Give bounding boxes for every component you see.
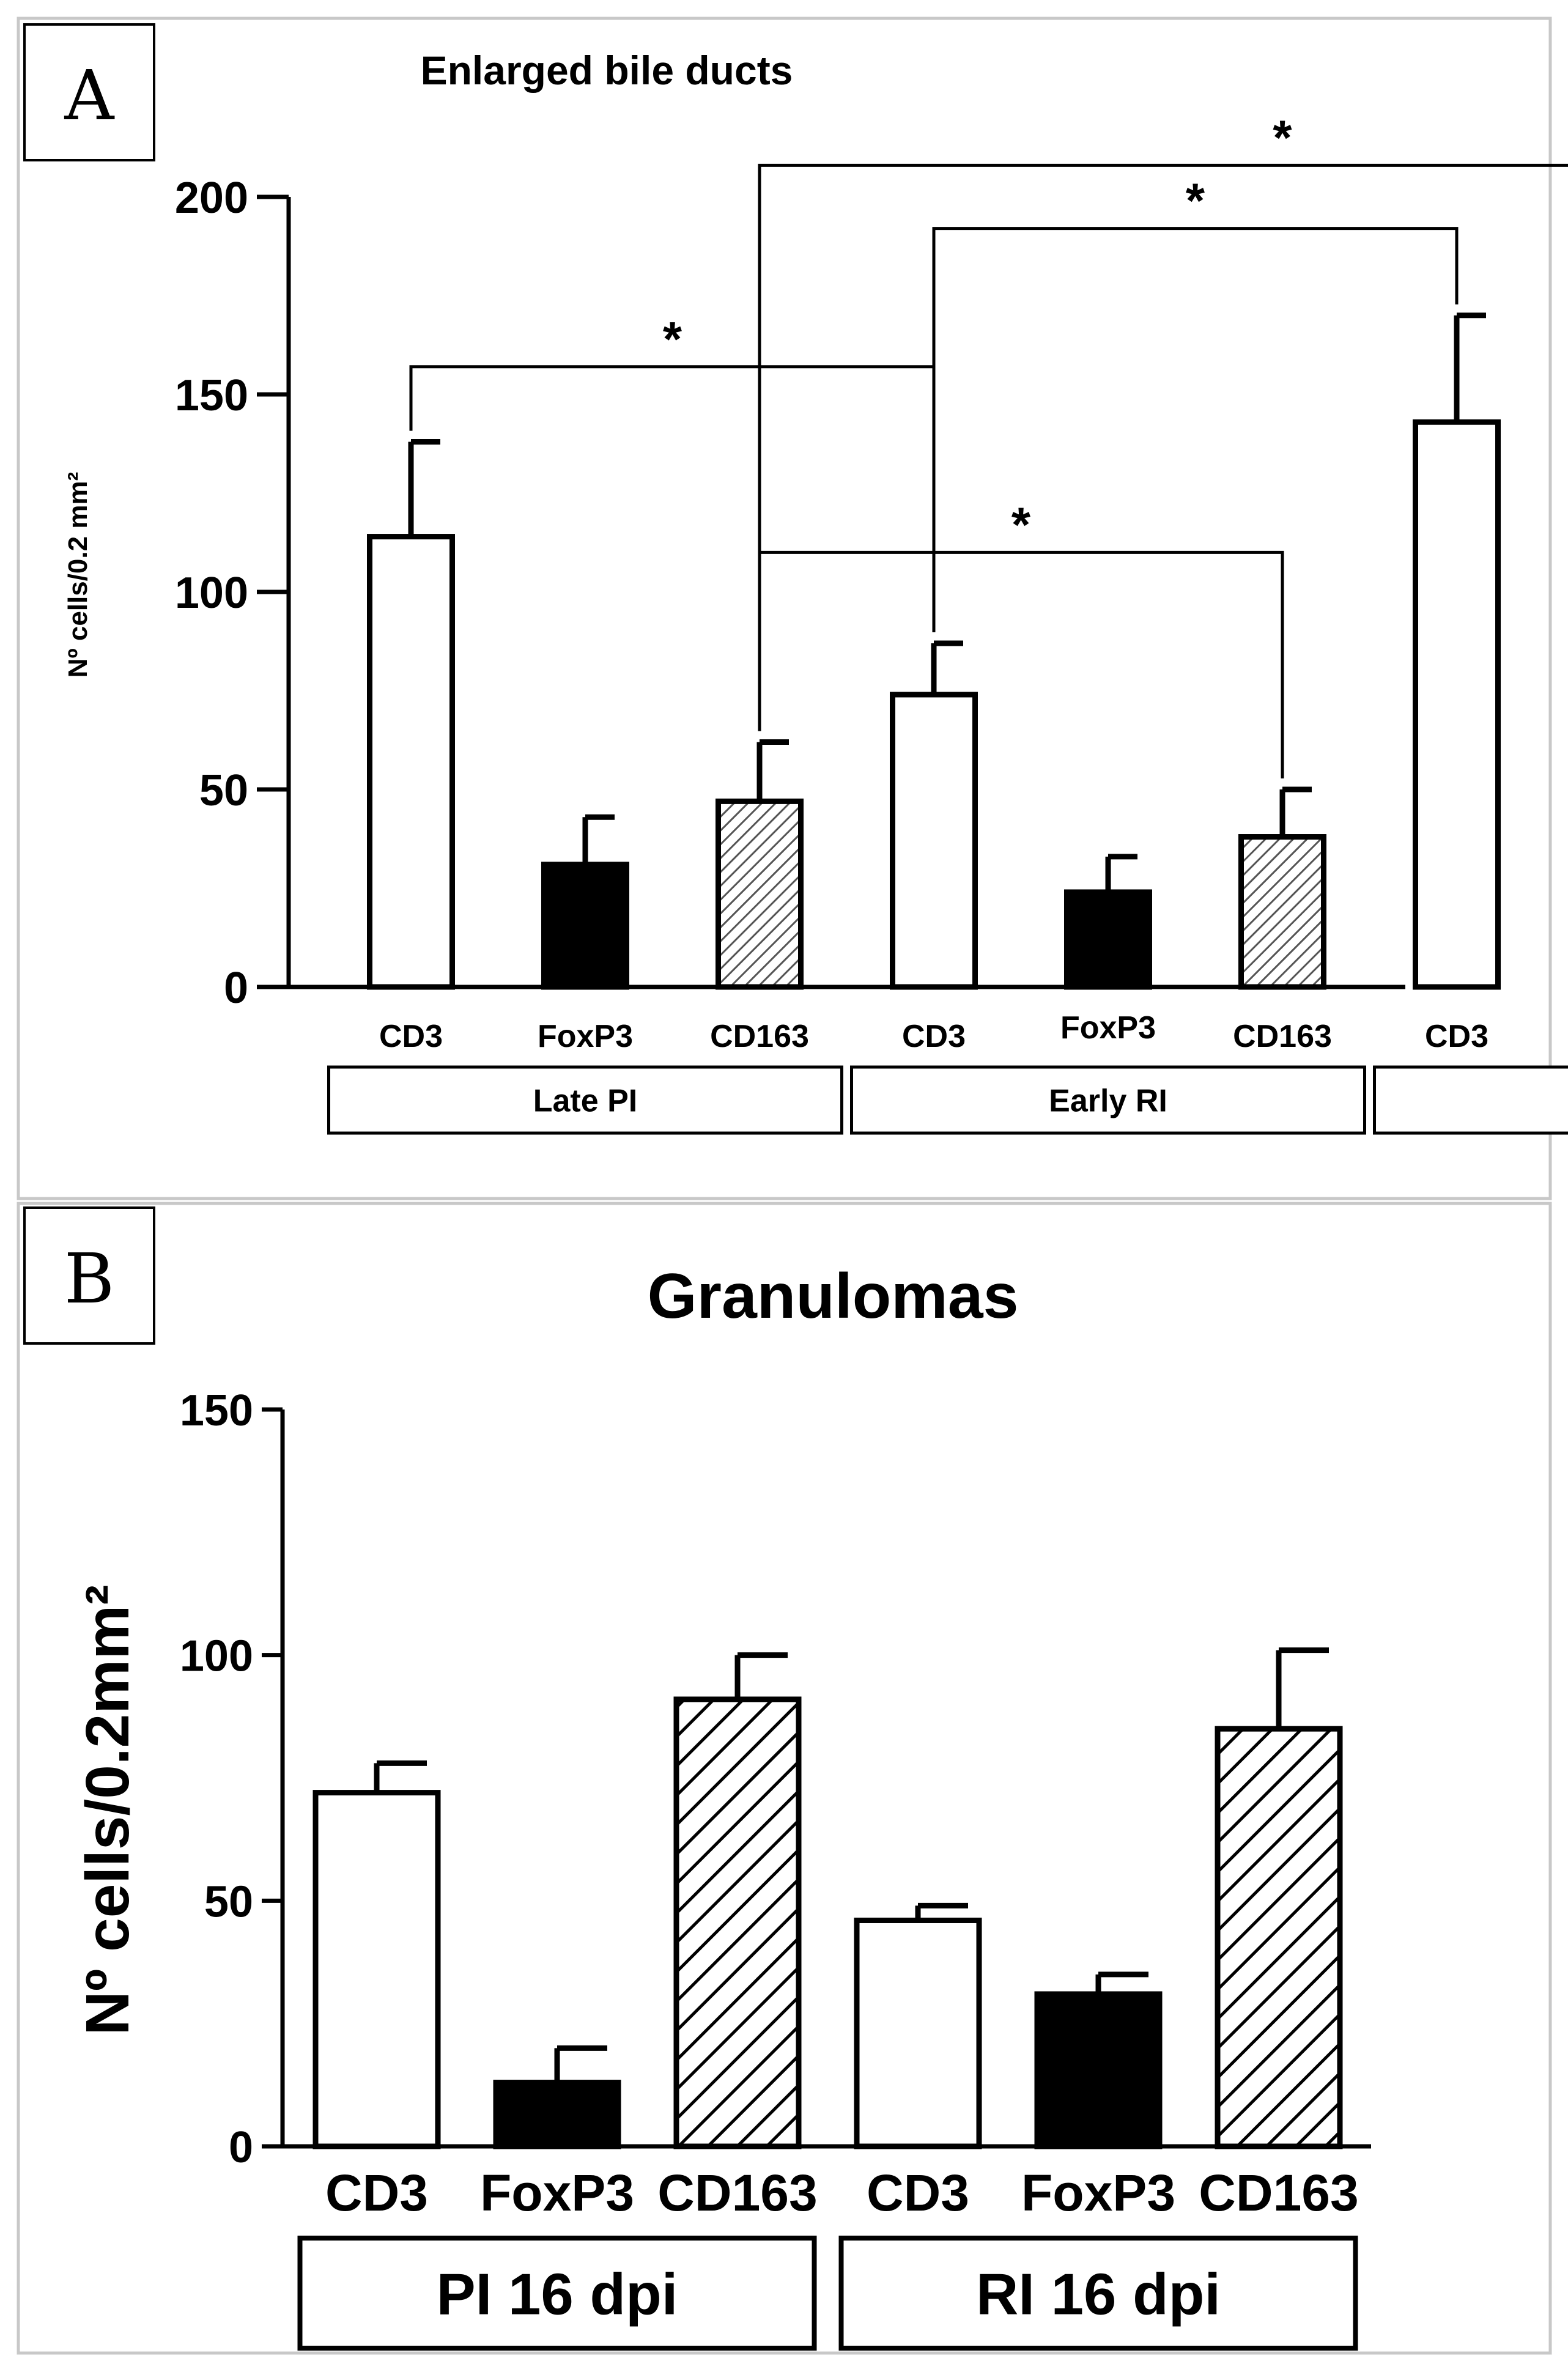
chart-b-y-tick-label-3: 150 — [180, 1386, 253, 1435]
chart-b-y-tick-label-2: 100 — [180, 1632, 253, 1681]
chart-a-bar-1 — [541, 862, 629, 990]
chart-b-group-label-1: RI 16 dpi — [976, 2262, 1221, 2327]
chart-a-significance-star-0: * — [663, 312, 682, 366]
chart-a-significance-bracket-2 — [758, 163, 1568, 731]
chart-b-y-label: Nº cells/0.2mm² — [73, 1585, 142, 2036]
chart-a-category-label-5: CD163 — [1233, 1019, 1332, 1054]
chart-b-category-label-1: FoxP3 — [480, 2164, 634, 2222]
chart-a-y-tick-label-3: 150 — [175, 371, 248, 420]
chart-a-group-box-2 — [1373, 1065, 1568, 1135]
chart-a-y-tick-label-0: 0 — [224, 964, 248, 1013]
chart-a-y-tick-label-1: 50 — [199, 766, 248, 815]
chart-b-plot: 0 50 100 150 CD3 FoxP3 CD163 CD3 FoxP3 CD163 PI 16… — [180, 1386, 1371, 2351]
chart-b-group-box-1 — [838, 2236, 1358, 2351]
chart-a-category-label-3: CD3 — [902, 1019, 966, 1054]
chart-b-category-label-3: CD3 — [867, 2164, 969, 2222]
chart-a-bar-6 — [1413, 419, 1501, 990]
chart-a-bar-5 — [1238, 834, 1326, 990]
chart-a-category-label-2: CD163 — [710, 1019, 809, 1054]
chart-a-category-label-4: FoxP3 — [1060, 1010, 1156, 1046]
chart-a-group-label-1: Early RI — [1049, 1084, 1167, 1119]
chart-a-category-label-6: CD3 — [1425, 1019, 1488, 1054]
chart-b-group-label-0: PI 16 dpi — [437, 2262, 678, 2327]
chart-a-group-box-1 — [850, 1065, 1366, 1135]
panel-b: B Granulomas Nº cells/0.2mm² 0 50 100 150 CD… — [17, 1202, 1552, 2355]
chart-b-category-label-4: FoxP3 — [1021, 2164, 1175, 2222]
chart-a-y-tick-label-2: 100 — [175, 569, 248, 618]
panel-a-letter-box — [23, 23, 155, 161]
chart-a-significance-star-3: * — [1011, 497, 1031, 552]
chart-b-category-label-5: CD163 — [1199, 2164, 1358, 2222]
chart-b-group-box-0 — [297, 2236, 817, 2351]
chart-b-title: Granulomas — [648, 1261, 1019, 1332]
chart-b-bar-4 — [1034, 1991, 1163, 2149]
chart-b-y-tick-label-1: 50 — [204, 1877, 253, 1926]
chart-a-significance-bracket-3 — [758, 550, 1284, 778]
chart-b-category-label-2: CD163 — [657, 2164, 817, 2222]
chart-b-bar-2 — [673, 1696, 802, 2149]
chart-b-bar-3 — [854, 1917, 982, 2149]
panel-a: A Enlarged bile ducts Nº cells/0.2 mm² 0… — [17, 17, 1568, 1200]
panel-b-letter-box — [23, 1206, 155, 1345]
chart-a-y-tick-label-4: 200 — [175, 174, 248, 223]
chart-b-bar-0 — [312, 1790, 441, 2149]
chart-a-bar-4 — [1064, 889, 1152, 990]
chart-a-category-label-0: CD3 — [379, 1019, 443, 1054]
chart-a-bar-3 — [890, 692, 978, 990]
chart-a-significance-star-2: * — [1273, 110, 1292, 164]
panel-b-letter: B — [64, 1240, 114, 1319]
chart-a-bar-2 — [716, 798, 804, 990]
chart-b-category-label-0: CD3 — [325, 2164, 428, 2222]
chart-a-significance-star-1: * — [1186, 174, 1205, 228]
panel-a-letter: A — [64, 56, 115, 136]
chart-a-group-box-0 — [327, 1065, 843, 1135]
chart-a-bar-0 — [367, 534, 455, 990]
chart-a-category-label-1: FoxP3 — [538, 1019, 633, 1054]
chart-a-y-label: Nº cells/0.2 mm² — [63, 472, 93, 678]
chart-a-group-label-0: Late PI — [533, 1084, 638, 1119]
chart-b-bar-1 — [493, 2080, 621, 2149]
chart-a-plot: 0 50 100 150 200 CD3 FoxP3 CD163 CD3 FoxP3 CD163 CD… — [175, 110, 1568, 1135]
chart-b-bar-5 — [1215, 1726, 1343, 2149]
chart-b-y-tick-label-0: 0 — [229, 2123, 253, 2172]
chart-a-significance-bracket-1 — [932, 227, 1459, 632]
chart-a-title: Enlarged bile ducts — [421, 48, 793, 93]
panel-a-frame — [17, 17, 1552, 1200]
